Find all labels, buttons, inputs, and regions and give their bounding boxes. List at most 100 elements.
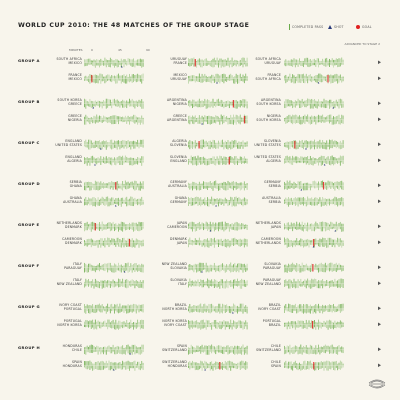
pass-tick — [213, 320, 215, 325]
pass-tick — [335, 185, 337, 188]
pass-tick — [124, 308, 126, 312]
pass-tick — [88, 283, 89, 287]
pass-tick — [196, 264, 198, 268]
pass-tick — [139, 181, 141, 186]
pass-tick — [285, 304, 287, 309]
pass-tick — [116, 181, 118, 186]
pass-tick — [335, 116, 337, 120]
pass-tick — [216, 223, 218, 227]
pass-tick — [308, 74, 310, 79]
pass-tick — [216, 349, 218, 352]
pass-tick — [311, 324, 313, 328]
pass-tick — [198, 221, 200, 227]
pass-tick — [315, 100, 317, 104]
pass-tick — [105, 240, 107, 243]
pass-tick — [330, 304, 332, 309]
pass-tick — [299, 62, 300, 65]
pass-tick — [103, 240, 104, 243]
pass-tick — [243, 156, 245, 161]
pass-tick — [326, 279, 328, 284]
pass-tick — [337, 365, 339, 371]
pass-tick — [323, 361, 325, 366]
pass-tick — [124, 144, 126, 147]
pass-tick — [208, 140, 210, 145]
pass-tick — [231, 265, 233, 268]
pass-tick — [228, 119, 230, 125]
pass-tick — [137, 198, 139, 202]
pass-tick — [246, 267, 248, 271]
pass-tick — [201, 267, 203, 271]
pass-tick — [133, 226, 134, 232]
pass-tick — [329, 262, 330, 268]
pass-tick — [304, 201, 306, 205]
pass-tick — [319, 347, 321, 350]
pass-tick — [290, 240, 292, 243]
pass-tick — [205, 308, 207, 313]
pass-tick — [141, 103, 143, 109]
pass-tick — [134, 201, 136, 205]
pass-tick — [289, 279, 291, 284]
pass-tick — [305, 199, 307, 202]
pass-tick — [237, 349, 238, 355]
pass-tick — [213, 242, 215, 248]
pass-tick — [198, 185, 200, 191]
pass-tick — [107, 144, 109, 148]
pass-tick — [318, 181, 319, 186]
pass-tick — [93, 349, 95, 353]
pass-tick — [127, 365, 129, 369]
pass-tick — [123, 199, 125, 202]
pass-tick — [93, 160, 95, 163]
pass-tick — [204, 98, 206, 104]
pass-tick — [293, 305, 295, 309]
pass-tick — [203, 201, 204, 204]
pass-tick — [286, 201, 288, 206]
pass-tick — [296, 238, 298, 243]
pass-tick — [112, 238, 114, 243]
pass-tick — [123, 185, 125, 188]
pass-tick — [329, 365, 330, 369]
pass-tick — [320, 239, 322, 243]
pass-tick — [86, 116, 88, 120]
pass-tick — [223, 73, 225, 79]
pass-tick — [290, 100, 292, 104]
pass-tick — [99, 78, 100, 81]
pass-tick — [108, 160, 110, 164]
pass-tick — [230, 306, 232, 309]
pass-tick — [92, 304, 94, 309]
pass-tick — [211, 78, 213, 84]
pass-tick — [94, 361, 96, 366]
pass-tick — [115, 267, 117, 273]
pass-tick — [303, 280, 304, 284]
pass-tick — [141, 99, 143, 104]
pass-tick — [111, 185, 113, 188]
match-strip — [188, 57, 248, 68]
pass-tick — [284, 101, 285, 104]
pass-tick — [192, 239, 193, 243]
pass-tick — [216, 57, 218, 63]
pass-tick — [305, 157, 307, 161]
pass-tick — [205, 242, 207, 247]
pass-tick — [90, 344, 92, 350]
pass-tick — [119, 78, 121, 81]
pass-tick — [127, 181, 129, 186]
pass-tick — [220, 306, 222, 309]
pass-tick — [200, 78, 202, 83]
pass-tick — [112, 144, 114, 149]
pass-tick — [323, 201, 325, 206]
pass-tick — [111, 238, 113, 243]
pass-tick — [284, 160, 285, 164]
pass-tick — [327, 237, 329, 243]
pass-tick — [97, 197, 99, 202]
pass-tick — [192, 185, 193, 191]
pass-tick — [324, 144, 326, 150]
pass-tick — [126, 156, 128, 161]
pass-tick — [212, 305, 214, 309]
pass-tick — [203, 349, 204, 353]
pass-tick — [111, 180, 113, 186]
pass-tick — [228, 324, 230, 330]
pass-tick — [331, 365, 333, 368]
pass-tick — [142, 201, 144, 205]
pass-tick — [312, 160, 314, 166]
pass-tick — [335, 119, 337, 124]
pass-tick — [142, 185, 144, 190]
